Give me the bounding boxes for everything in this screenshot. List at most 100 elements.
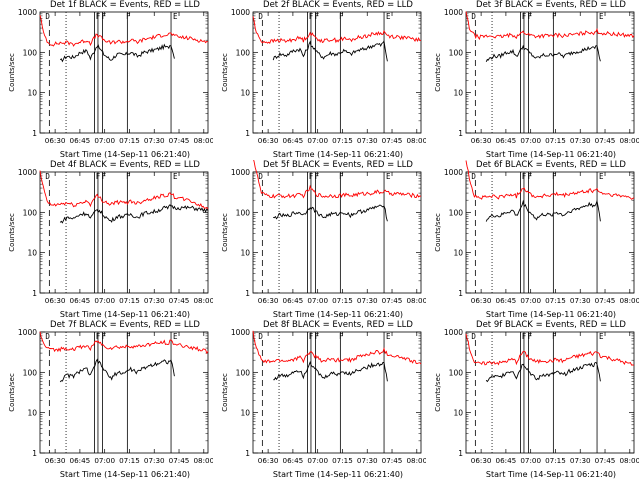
marker-letter: F xyxy=(102,332,107,341)
x-tick-label: 07:45 xyxy=(382,456,403,465)
marker-letter: F xyxy=(315,172,320,181)
lld-series-line xyxy=(465,333,635,366)
y-tick-label: 100 xyxy=(236,368,251,377)
marker-letter: D xyxy=(45,332,50,341)
y-tick-label: 1 xyxy=(458,449,463,458)
y-tick-label: 1 xyxy=(245,449,250,458)
panel-title: Det 8f BLACK = Events, RED = LLD xyxy=(263,320,413,330)
x-tick-label: 07:30 xyxy=(357,296,378,305)
marker-letter: F xyxy=(96,12,101,21)
x-axis-label: Start Time (14-Sep-11 06:21:40) xyxy=(272,310,404,319)
detector-panel: Det 1f BLACK = Events, RED = LLD Start Ti… xyxy=(0,0,213,160)
marker-letter: E xyxy=(386,332,391,341)
lld-series-line xyxy=(252,16,422,44)
marker-letter: F xyxy=(126,332,131,341)
x-tick-label: 06:45 xyxy=(283,296,304,305)
x-tick-label: 07:45 xyxy=(595,136,616,145)
marker-letter: E xyxy=(173,172,178,181)
detector-panel: Det 3f BLACK = Events, RED = LLD Start Ti… xyxy=(426,0,639,160)
lld-series-line xyxy=(39,170,209,210)
marker-letter: F xyxy=(102,172,107,181)
events-series-line xyxy=(485,361,601,383)
x-tick-label: 07:15 xyxy=(332,456,353,465)
y-tick-label: 1000 xyxy=(444,328,463,337)
x-tick-label: 06:45 xyxy=(496,456,517,465)
x-axis-label: Start Time (14-Sep-11 06:21:40) xyxy=(485,470,617,479)
marker-letter: E xyxy=(173,12,178,21)
marker-letter: D xyxy=(258,12,263,21)
y-tick-label: 1000 xyxy=(444,8,463,17)
y-axis-label: Counts/sec xyxy=(434,213,442,252)
x-tick-label: 07:30 xyxy=(570,296,591,305)
detector-panel: Det 5f BLACK = Events, RED = LLD Start Ti… xyxy=(213,160,426,320)
x-tick-label: 07:30 xyxy=(144,456,165,465)
y-axis-label: Counts/sec xyxy=(221,373,229,412)
x-tick-label: 07:45 xyxy=(595,296,616,305)
x-tick-label: 07:30 xyxy=(357,456,378,465)
x-tick-label: 06:30 xyxy=(45,296,66,305)
marker-letter: E xyxy=(386,12,391,21)
y-tick-label: 10 xyxy=(240,249,250,258)
panel-title: Det 4f BLACK = Events, RED = LLD xyxy=(50,160,200,170)
y-tick-label: 1 xyxy=(32,449,37,458)
y-tick-label: 1000 xyxy=(231,168,250,177)
y-tick-label: 1000 xyxy=(444,168,463,177)
x-tick-label: 06:45 xyxy=(70,296,91,305)
x-tick-label: 06:30 xyxy=(45,136,66,145)
x-tick-label: 08:00 xyxy=(193,296,213,305)
y-tick-label: 1 xyxy=(458,289,463,298)
marker-letter: F xyxy=(522,12,527,21)
x-tick-label: 07:45 xyxy=(382,296,403,305)
events-series-line xyxy=(485,199,601,222)
marker-letter: E xyxy=(599,172,604,181)
events-series-line xyxy=(272,39,388,62)
x-axis-label: Start Time (14-Sep-11 06:21:40) xyxy=(59,470,191,479)
panel-title: Det 1f BLACK = Events, RED = LLD xyxy=(50,0,200,10)
y-tick-label: 10 xyxy=(453,89,463,98)
x-axis-label: Start Time (14-Sep-11 06:21:40) xyxy=(59,310,191,319)
y-axis-label: Counts/sec xyxy=(221,53,229,92)
x-tick-label: 07:15 xyxy=(119,296,140,305)
marker-letter: F xyxy=(309,12,314,21)
x-tick-label: 07:45 xyxy=(382,136,403,145)
axes-frame xyxy=(465,11,635,134)
plot-svg: Counts/sec 1 10 100 1000 06:30 06:45 07:00 07:15… xyxy=(434,328,639,465)
plot-svg: Counts/sec 1 10 100 1000 06:30 06:45 07:00 07:15… xyxy=(8,168,213,305)
x-tick-label: 07:00 xyxy=(307,136,328,145)
y-axis-label: Counts/sec xyxy=(8,213,16,252)
x-tick-label: 08:00 xyxy=(193,456,213,465)
marker-letter: D xyxy=(258,332,263,341)
marker-letter: F xyxy=(126,172,131,181)
lld-series-line xyxy=(39,15,209,47)
y-tick-label: 1 xyxy=(32,289,37,298)
x-tick-label: 06:30 xyxy=(258,136,279,145)
x-tick-label: 06:30 xyxy=(471,296,492,305)
marker-letter: F xyxy=(522,332,527,341)
x-tick-label: 08:00 xyxy=(406,296,426,305)
y-tick-label: 1 xyxy=(458,129,463,138)
x-tick-label: 07:00 xyxy=(307,456,328,465)
marker-letter: F xyxy=(339,12,344,21)
y-tick-label: 10 xyxy=(27,249,37,258)
x-tick-label: 07:15 xyxy=(545,456,566,465)
events-series-line xyxy=(59,43,175,63)
marker-letter: F xyxy=(528,12,533,21)
marker-letter: F xyxy=(315,332,320,341)
x-tick-label: 08:00 xyxy=(619,136,639,145)
y-tick-label: 10 xyxy=(27,89,37,98)
marker-letter: D xyxy=(45,172,50,181)
x-tick-label: 07:45 xyxy=(169,456,190,465)
x-tick-label: 07:30 xyxy=(357,136,378,145)
x-tick-label: 07:00 xyxy=(94,296,115,305)
x-tick-label: 07:15 xyxy=(332,296,353,305)
marker-letter: F xyxy=(552,172,557,181)
detector-panel: Det 7f BLACK = Events, RED = LLD Start Ti… xyxy=(0,320,213,480)
x-tick-label: 07:15 xyxy=(545,296,566,305)
detector-panel: Det 4f BLACK = Events, RED = LLD Start Ti… xyxy=(0,160,213,320)
marker-letter: F xyxy=(522,172,527,181)
marker-letter: E xyxy=(386,172,391,181)
events-series-line xyxy=(273,361,388,382)
y-axis-label: Counts/sec xyxy=(434,373,442,412)
y-axis-label: Counts/sec xyxy=(8,373,16,412)
